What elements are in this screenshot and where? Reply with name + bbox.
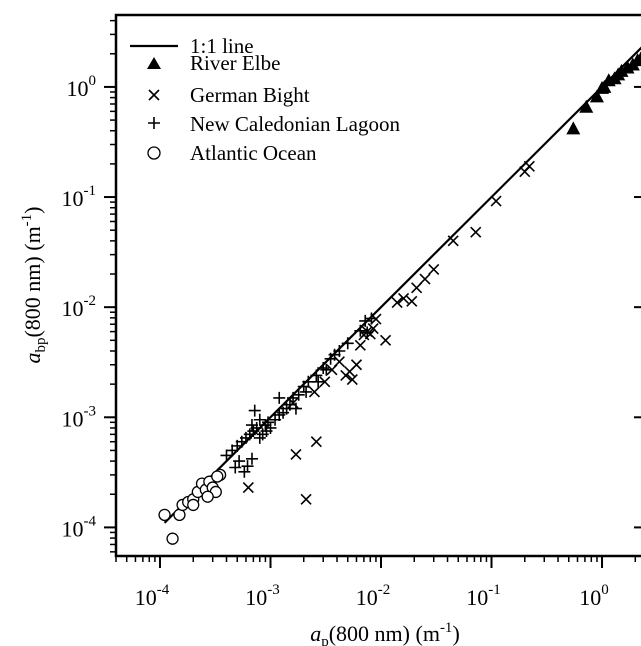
new-caledonian-lagoon-point <box>287 391 300 404</box>
atlantic-ocean-point <box>201 490 214 503</box>
new-caledonian-lagoon-point <box>253 413 266 426</box>
new-caledonian-lagoon-point <box>262 416 275 429</box>
legend-item-one-to-one: 1:1 line <box>130 34 254 58</box>
atlantic-ocean-point <box>158 508 171 522</box>
german-bight-point <box>406 295 418 307</box>
german-bight-point <box>310 436 322 448</box>
new-caledonian-lagoon-point <box>300 385 313 398</box>
x-tick-label: 10-3 <box>245 582 280 610</box>
y-tick-label: 10-2 <box>62 293 97 321</box>
axis-ticks <box>104 19 641 568</box>
x-tick-label: 10-1 <box>466 582 501 610</box>
river-elbe-point <box>589 89 604 103</box>
new-caledonian-lagoon-point <box>365 312 378 325</box>
legend-item-german-bight: German Bight <box>148 83 310 107</box>
legend-triangle-marker <box>147 57 161 69</box>
german-bight-point <box>350 359 363 371</box>
new-caledonian-lagoon-point <box>292 388 305 401</box>
new-caledonian-lagoon-point <box>233 455 246 468</box>
german-bight-point <box>470 226 482 238</box>
new-caledonian-lagoon-point <box>241 460 254 473</box>
legend-plus-marker <box>148 117 160 129</box>
legend-item-river-elbe: River Elbe <box>147 51 280 75</box>
new-caledonian-lagoon-point <box>312 375 325 388</box>
river-elbe-point <box>579 99 594 113</box>
atlantic-ocean-point <box>187 498 200 512</box>
y-tick-label: 10-4 <box>62 513 97 541</box>
new-caledonian-lagoon-point <box>229 461 242 474</box>
legend-label-german-bight: German Bight <box>190 83 310 107</box>
german-bight-point <box>428 263 440 276</box>
x-tick-label: 10-4 <box>135 582 170 610</box>
german-bight-point <box>490 195 502 207</box>
german-bight-point <box>308 386 321 398</box>
german-bight-point <box>346 374 358 386</box>
german-bight-point <box>397 292 410 305</box>
new-caledonian-lagoon-point <box>245 452 258 465</box>
y-tick-label: 10-3 <box>62 403 97 431</box>
tick-labels: 10-4 10-3 10-2 10-1 100 10-4 10-3 10-2 10-1 100 <box>62 73 609 610</box>
legend-item-new-caledonian-lagoon: New Caledonian Lagoon <box>148 112 400 136</box>
legend-x-marker <box>148 89 160 101</box>
river-elbe-point <box>597 79 612 93</box>
x-tick-label: 10-2 <box>356 582 391 610</box>
river-elbe-point <box>634 51 641 63</box>
new-caledonian-lagoon-point <box>260 425 273 438</box>
german-bight-point <box>242 482 254 494</box>
german-bight-point <box>523 160 535 172</box>
new-caledonian-lagoon-point <box>245 419 258 432</box>
y-tick-label: 100 <box>67 73 97 101</box>
legend-label-one-to-one: 1:1 line <box>190 34 254 58</box>
german-bight-point <box>380 334 392 346</box>
one-to-one-line <box>163 46 641 524</box>
legend: 1:1 line River Elbe German Bight New Cal… <box>130 34 400 165</box>
new-caledonian-lagoon-point <box>333 344 346 357</box>
atlantic-ocean-point <box>211 470 224 483</box>
legend-label-river-elbe: River Elbe <box>190 51 280 75</box>
german-bight-point <box>354 339 366 351</box>
legend-label-atlantic-ocean: Atlantic Ocean <box>190 141 317 165</box>
new-caledonian-lagoon-point <box>320 363 333 376</box>
new-caledonian-lagoon-point <box>273 391 286 404</box>
new-caledonian-lagoon-point <box>248 404 261 417</box>
german-bight-point <box>447 235 459 247</box>
atlantic-ocean-point <box>166 532 179 545</box>
legend-label-new-caledonian-lagoon: New Caledonian Lagoon <box>190 112 400 136</box>
german-bight-point <box>391 297 403 309</box>
x-axis-label: ap(800 nm) (m-1) <box>310 620 460 646</box>
new-caledonian-lagoon-point <box>354 324 367 337</box>
german-bight-point <box>419 273 431 285</box>
new-caledonian-lagoon-point <box>220 449 233 462</box>
data-points <box>158 51 641 545</box>
river-elbe-point <box>566 121 581 135</box>
legend-item-atlantic-ocean: Atlantic Ocean <box>147 141 317 165</box>
y-tick-label: 10-1 <box>62 183 97 211</box>
legend-circle-marker <box>147 146 161 160</box>
new-caledonian-lagoon-point <box>317 362 330 375</box>
new-caledonian-lagoon-point <box>361 326 374 339</box>
new-caledonian-lagoon-point <box>310 369 323 382</box>
new-caledonian-lagoon-point <box>341 337 354 350</box>
new-caledonian-lagoon-point <box>283 398 296 411</box>
german-bight-point <box>300 493 312 505</box>
new-caledonian-lagoon-point <box>259 419 272 432</box>
y-axis-label: abp(800 nm) (m-1) <box>19 206 49 363</box>
german-bight-point <box>411 282 423 294</box>
german-bight-point <box>290 448 302 460</box>
german-bight-point <box>319 376 331 388</box>
river-elbe-point <box>614 63 629 77</box>
new-caledonian-lagoon-point <box>359 314 372 327</box>
new-caledonian-lagoon-point <box>289 402 302 415</box>
x-tick-label: 100 <box>579 582 609 610</box>
